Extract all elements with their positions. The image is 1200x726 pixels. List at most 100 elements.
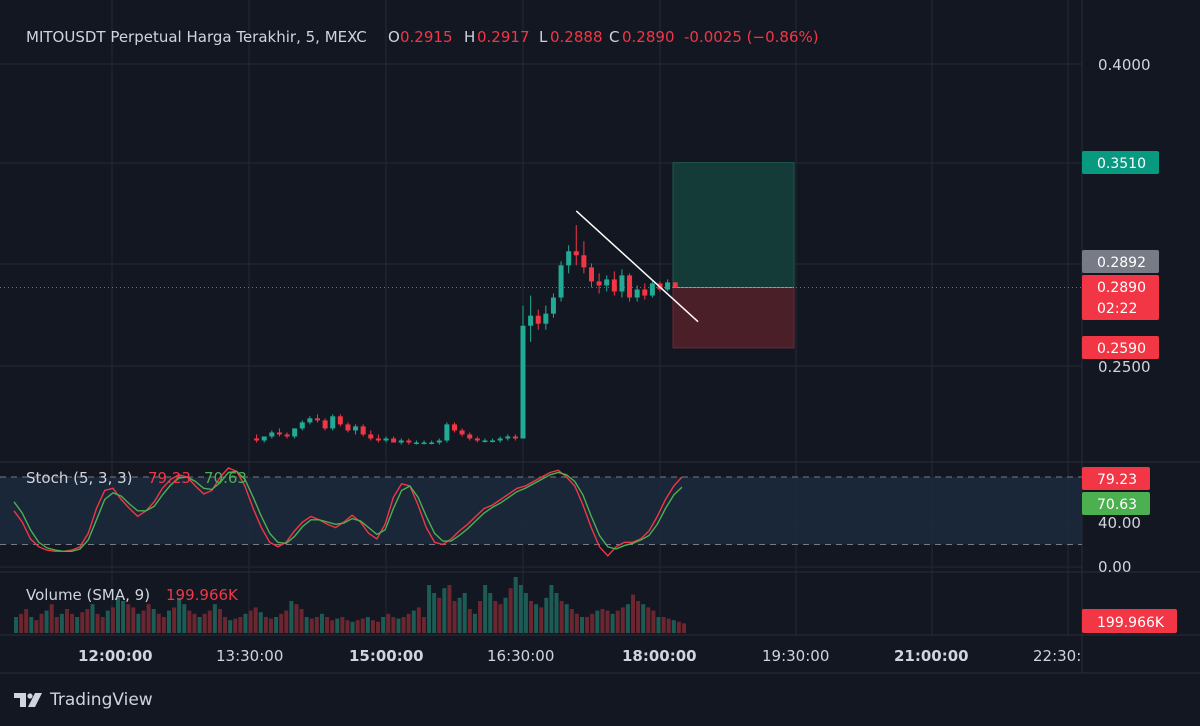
candlestick-series [254,225,678,445]
volume-bar [212,604,217,633]
volume-bar [493,601,498,633]
volume-bar [559,601,564,633]
volume-bar [279,613,284,633]
time-axis-label: 22:30: [1033,647,1081,665]
volume-bar [284,610,289,633]
candle-down [368,434,374,439]
volume-bar [569,609,574,633]
volume-bar [457,597,462,633]
volume-bar [207,610,212,633]
candle-down [596,281,602,286]
high-label: H [464,28,475,46]
time-axis-label: 18:00:00 [622,647,697,665]
volume-bar [508,588,513,633]
candle-up [528,315,534,326]
volume-bar [447,585,452,633]
volume-bar [253,607,258,633]
stoch-k-tag: 79.23 [1082,467,1150,490]
volume-bar [136,613,141,633]
volume-bar [554,593,559,633]
low-label: L [539,28,548,46]
candle-up [665,282,671,290]
volume-bar [70,613,75,633]
volume-bar [100,617,105,633]
last-price-text: 0.2890 [1097,280,1146,296]
volume-bar [64,609,69,633]
stoch-k-line [13,467,683,557]
volume-bar [340,617,345,633]
volume-bar [365,617,370,633]
volume-title: Volume (SMA, 9) [26,586,150,604]
symbol-title: MITOUSDT Perpetual Harga Terakhir, 5, ME… [26,28,367,46]
candle-down [375,438,381,441]
candle-down [535,315,541,324]
volume-bar [187,610,192,633]
stoch-axis-label: 40.00 [1098,514,1141,532]
volume-bar [243,613,248,633]
volume-pane [14,577,686,633]
take-profit-zone [672,162,795,288]
low-value: 0.2888 [550,28,603,46]
volume-bar [115,597,120,633]
volume-bar [345,620,350,633]
volume-bar [289,601,294,633]
stop-price-text: 0.2590 [1097,341,1146,357]
volume-bar [197,617,202,633]
volume-bar [411,610,416,633]
candle-down [315,418,320,421]
candle-up [497,438,503,441]
volume-bar [263,617,268,633]
volume-bar [314,617,319,633]
volume-bar [44,610,49,633]
volume-bar [564,604,569,633]
candle-up [505,436,511,439]
volume-bar [110,607,115,633]
time-axis-label: 15:00:00 [349,647,424,665]
brand-name: TradingView [50,690,153,710]
volume-bar [24,609,29,633]
volume-bar [319,613,324,633]
footer-branding[interactable]: TradingView [14,690,153,710]
crosshair-price-text: 0.2892 [1097,255,1146,271]
volume-bar [360,618,365,633]
stoch-band-fill [0,477,1082,545]
volume-bar [406,613,411,633]
volume-bar [126,604,131,633]
candle-down [581,255,587,268]
candle-down [672,282,678,288]
volume-bar [478,601,483,633]
volume-bar [666,618,671,633]
volume-bar [14,617,18,633]
volume-bar [391,617,396,633]
volume-bar [641,604,646,633]
candle-up [383,438,389,441]
change-value: -0.0025 (−0.86%) [684,28,819,46]
tradingview-logo-icon [14,693,42,707]
candle-up [292,428,298,437]
volume-bar [523,593,528,633]
candle-up [649,283,655,296]
volume-bar [432,593,437,633]
close-label: C [609,28,619,46]
volume-bar [646,607,651,633]
volume-bar [651,610,656,633]
volume-bar [437,597,442,633]
volume-bar [631,594,636,633]
volume-bar [472,613,477,633]
candle-down [642,289,648,296]
volume-bar [19,613,24,633]
candle-up [444,424,450,441]
volume-bar [223,617,228,633]
candle-up [520,325,526,439]
volume-sma-value: 199.966K [166,586,239,604]
stoch-d-value: 70.63 [204,469,247,487]
time-axis-label: 16:30:00 [487,647,554,665]
chart-overlays [0,210,1082,323]
volume-bar [452,601,457,633]
volume-bar [386,613,391,633]
volume-bar [661,617,666,633]
candle-up [482,440,488,442]
volume-bar [34,620,39,633]
volume-bar [177,597,182,633]
